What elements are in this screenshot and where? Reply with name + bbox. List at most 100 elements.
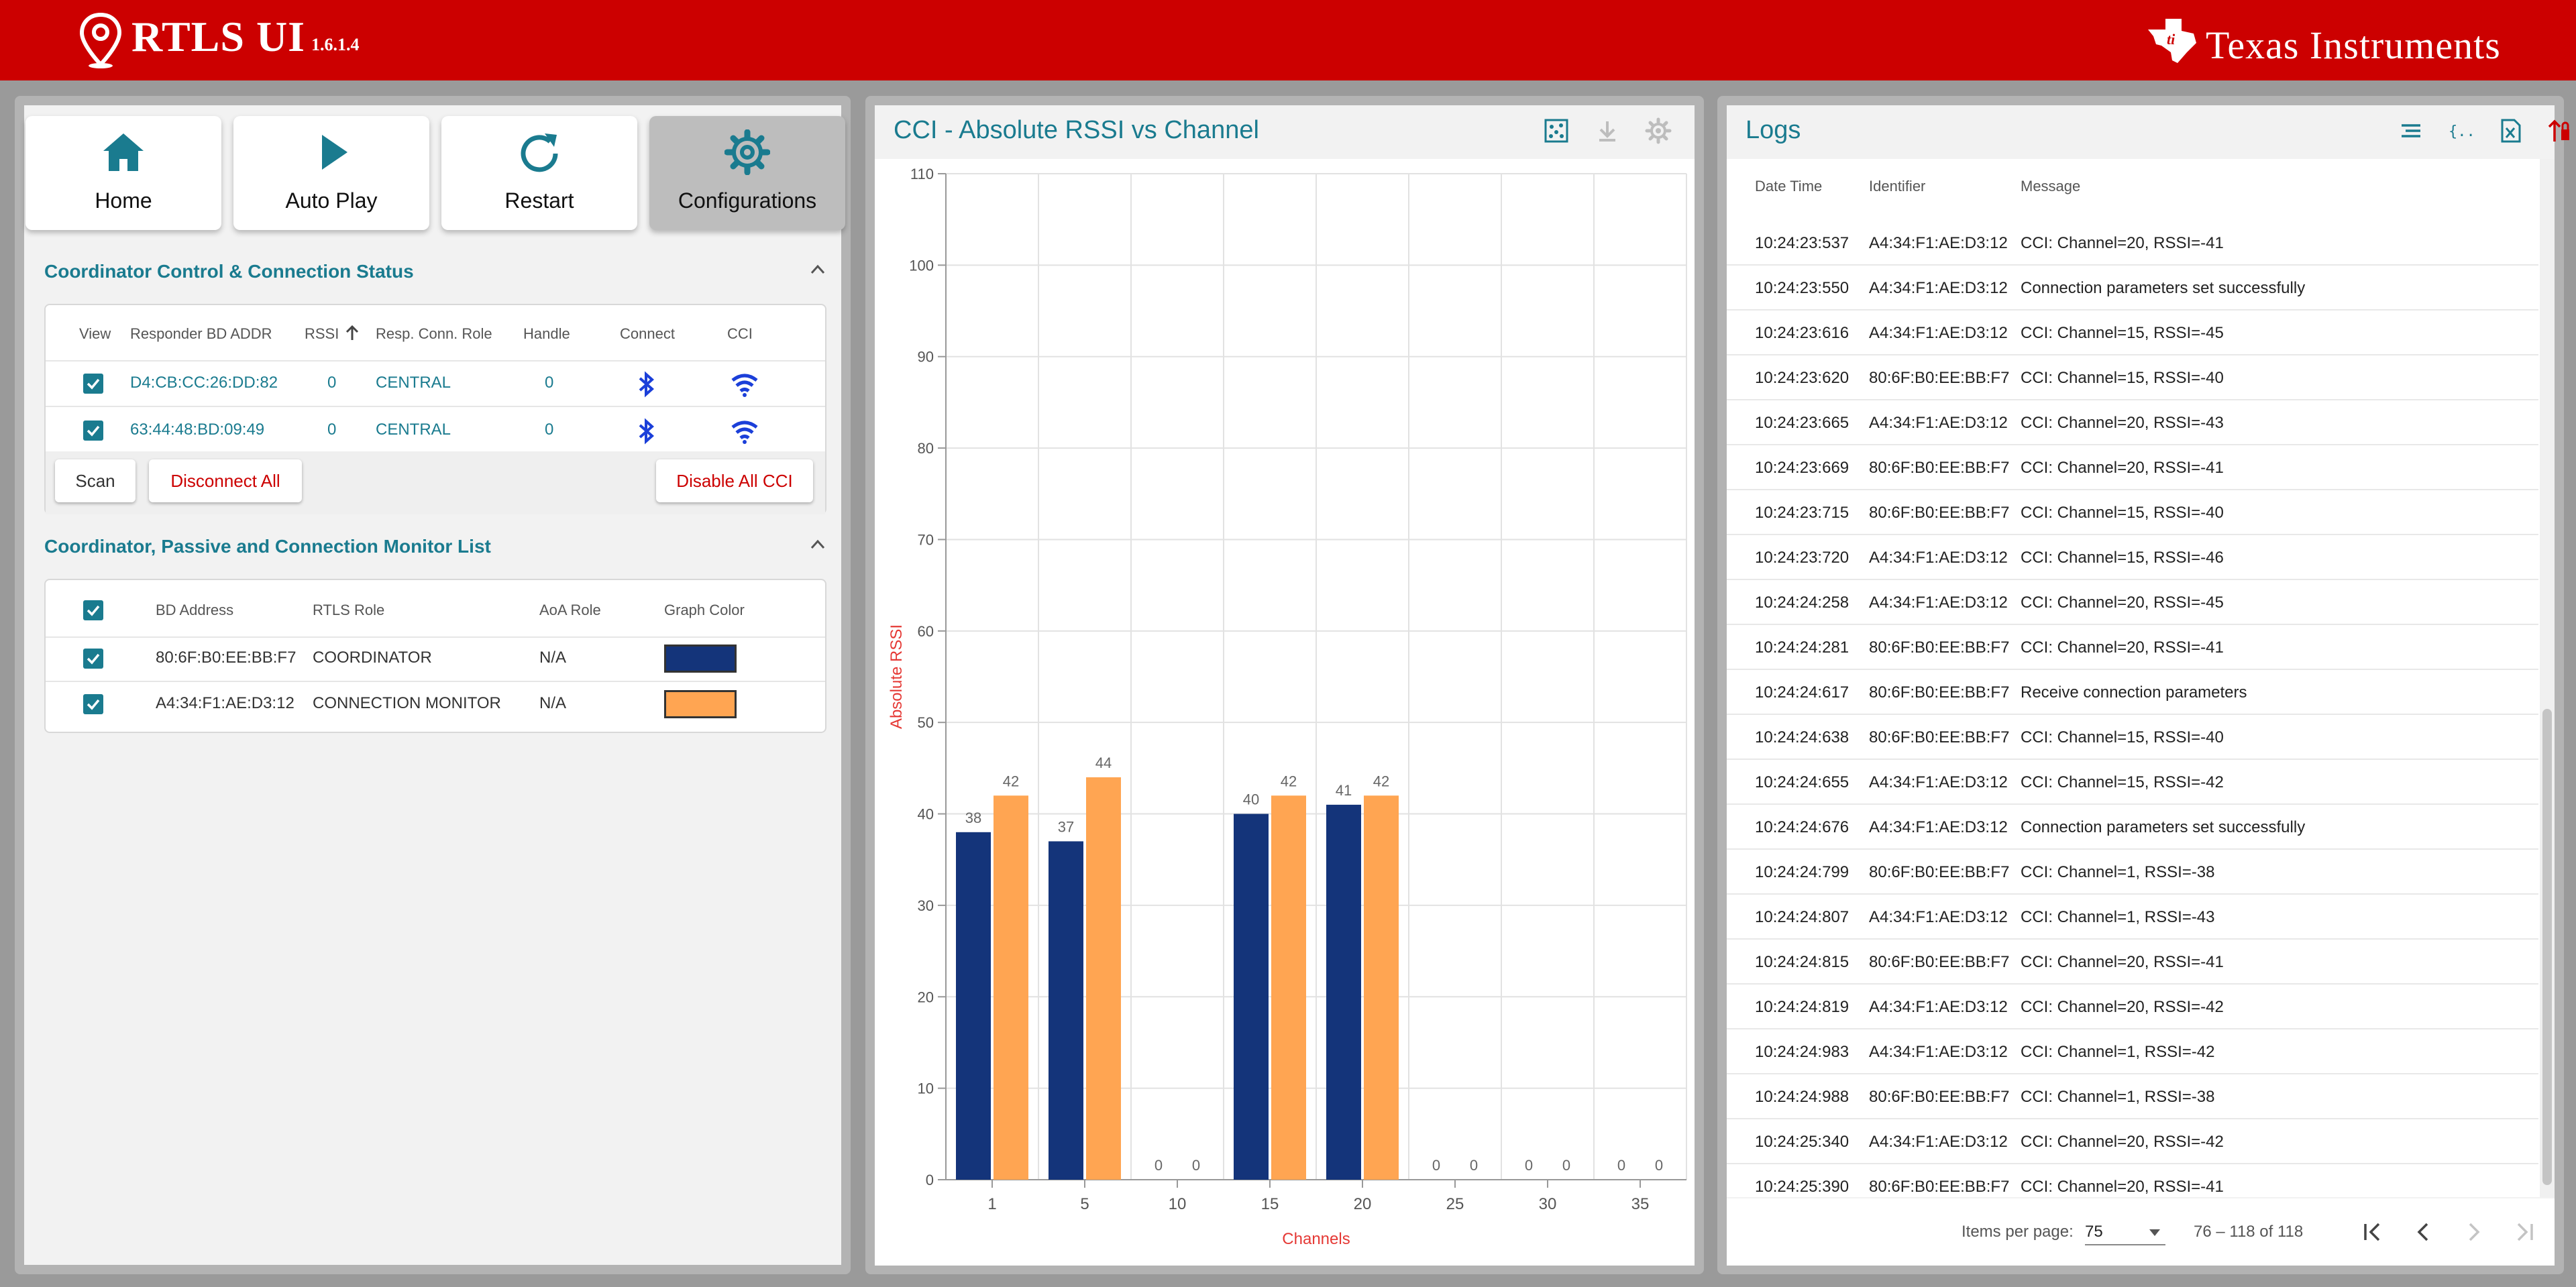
scatter-toggle-icon[interactable] [1543,117,1570,144]
home-button[interactable]: Home [25,116,221,230]
data-label: 0 [1470,1157,1478,1174]
data-label: 40 [1243,791,1259,808]
y-tick-label: 100 [909,257,934,274]
log-row: 10:24:23:665 A4:34:F1:AE:D3:12 CCI: Channe… [1727,400,2538,445]
log-row: 10:24:23:720 A4:34:F1:AE:D3:12 CCI: Channe… [1727,535,2538,580]
settings-icon[interactable] [1645,117,1672,144]
log-time: 10:24:24:807 [1755,908,1849,926]
log-time: 10:24:24:617 [1755,683,1849,702]
scan-button[interactable]: Scan [55,459,136,502]
responder-addr[interactable]: D4:CB:CC:26:DD:82 [130,374,278,392]
graph-color-swatch[interactable] [664,690,737,718]
log-identifier: A4:34:F1:AE:D3:12 [1869,1133,2008,1151]
log-row: 10:24:24:638 80:6F:B0:EE:BB:F7 CCI: Channe… [1727,715,2538,760]
select-all-checkbox[interactable] [83,600,103,620]
excel-icon[interactable] [2497,117,2524,144]
view-checkbox[interactable] [83,421,103,441]
log-time: 10:24:24:799 [1755,863,1849,881]
disable-all-cci-button[interactable]: Disable All CCI [656,459,813,502]
svg-text:ti: ti [2167,31,2176,48]
log-row: 10:24:24:815 80:6F:B0:EE:BB:F7 CCI: Channe… [1727,940,2538,985]
y-tick-label: 110 [910,166,934,182]
log-message: CCI: Channel=20, RSSI=-45 [2021,594,2224,612]
col-rssi[interactable]: RSSI [305,325,339,342]
chevron-up-icon[interactable] [808,260,828,280]
y-tick-label: 30 [918,897,934,914]
scroll-thumb[interactable] [2542,709,2552,1185]
data-label: 0 [1192,1157,1200,1174]
first-page-icon[interactable] [2359,1219,2385,1245]
log-identifier: A4:34:F1:AE:D3:12 [1869,818,2008,836]
log-row: 10:24:23:550 A4:34:F1:AE:D3:12 Connection … [1727,266,2538,311]
data-label: 0 [1562,1157,1570,1174]
bluetooth-icon[interactable] [635,371,657,398]
restart-button[interactable]: Restart [441,116,637,230]
chart-title: CCI - Absolute RSSI vs Channel [894,116,1259,144]
x-tick-label: 15 [1261,1195,1279,1213]
x-tick-label: 30 [1539,1195,1557,1213]
col-responder-addr: Responder BD ADDR [130,325,272,342]
log-identifier: A4:34:F1:AE:D3:12 [1869,549,2008,567]
log-message: CCI: Channel=1, RSSI=-42 [2021,1043,2215,1061]
col-identifier[interactable]: Identifier [1869,178,1926,194]
x-axis-label: Channels [1282,1230,1350,1248]
left-panel: Home Auto Play Restart Configurations [15,96,851,1274]
log-row: 10:24:23:715 80:6F:B0:EE:BB:F7 CCI: Channe… [1727,490,2538,535]
wifi-icon[interactable] [730,371,759,398]
log-message: CCI: Channel=15, RSSI=-45 [2021,324,2224,342]
last-page-icon[interactable] [2512,1219,2538,1245]
download-icon[interactable] [1594,117,1621,144]
bar [1049,841,1083,1180]
logs-scrollbar[interactable] [2540,159,2555,1197]
wifi-icon[interactable] [730,418,759,445]
handle-value: 0 [545,421,554,439]
bluetooth-icon[interactable] [635,418,657,445]
log-message: CCI: Channel=20, RSSI=-41 [2021,953,2224,971]
rtls-role: CONNECTION MONITOR [313,694,501,712]
log-time: 10:24:24:676 [1755,818,1849,836]
previous-page-icon[interactable] [2410,1219,2436,1245]
text-format-icon[interactable] [2398,117,2424,144]
sort-clear-icon[interactable] [2546,117,2573,144]
col-message[interactable]: Message [2021,178,2081,194]
home-icon [103,133,144,171]
divider [46,406,825,407]
texas-instruments-logo-icon: ti [2148,19,2196,63]
log-row: 10:24:23:537 A4:34:F1:AE:D3:12 CCI: Channe… [1727,221,2538,266]
next-page-icon[interactable] [2461,1219,2487,1245]
coordinator-control-card: View Responder BD ADDR RSSI Resp. Conn. … [44,304,826,514]
bar [956,832,991,1180]
log-message: CCI: Channel=1, RSSI=-43 [2021,908,2215,926]
col-handle: Handle [523,325,570,342]
vendor-name: Texas Instruments [2206,23,2501,67]
dropdown-arrow-icon[interactable] [2148,1228,2161,1237]
view-checkbox[interactable] [83,374,103,394]
items-per-page-select[interactable]: 75 [2085,1223,2165,1245]
location-pin-icon [79,12,122,68]
log-identifier: 80:6F:B0:EE:BB:F7 [1869,953,2010,971]
col-date-time[interactable]: Date Time [1755,178,1823,194]
log-time: 10:24:24:983 [1755,1043,1849,1061]
data-label: 0 [1525,1157,1533,1174]
log-message: Connection parameters set successfully [2021,818,2306,836]
log-time: 10:24:23:720 [1755,549,1849,567]
log-message: CCI: Channel=15, RSSI=-42 [2021,773,2224,791]
responder-addr[interactable]: 63:44:48:BD:09:49 [130,421,265,439]
monitor-list-title: Coordinator, Passive and Connection Moni… [44,536,491,557]
auto-play-button[interactable]: Auto Play [233,116,429,230]
row-checkbox[interactable] [83,694,103,714]
configurations-button[interactable]: Configurations [649,116,845,230]
chevron-up-icon[interactable] [808,535,828,555]
graph-color-swatch[interactable] [664,645,737,673]
log-time: 10:24:23:715 [1755,504,1849,522]
log-identifier: 80:6F:B0:EE:BB:F7 [1869,504,2010,522]
log-row: 10:24:23:616 A4:34:F1:AE:D3:12 CCI: Channe… [1727,311,2538,355]
log-identifier: A4:34:F1:AE:D3:12 [1869,998,2008,1016]
disconnect-all-button[interactable]: Disconnect All [149,459,302,502]
refresh-icon [521,133,558,172]
logs-table: Date Time Identifier Message 10:24:23:53… [1727,159,2555,1197]
bar [1271,795,1306,1180]
json-icon[interactable]: {..} [2447,117,2474,144]
log-row: 10:24:23:669 80:6F:B0:EE:BB:F7 CCI: Channe… [1727,445,2538,490]
row-checkbox[interactable] [83,649,103,669]
